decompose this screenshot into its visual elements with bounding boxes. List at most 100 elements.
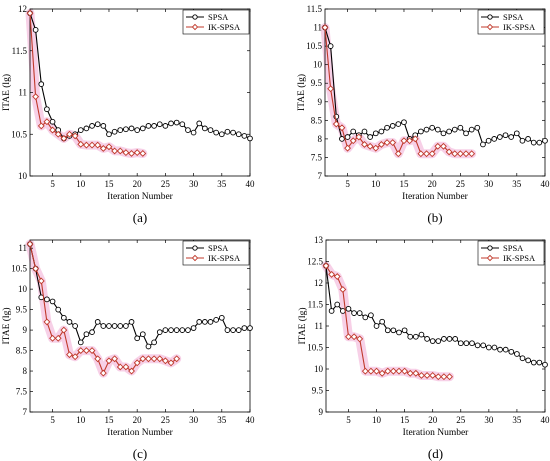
data-point bbox=[88, 141, 96, 149]
data-point bbox=[372, 144, 380, 152]
y-tick-label: 10 bbox=[314, 364, 324, 374]
data-point bbox=[185, 127, 191, 133]
chart-panel-3: 5 10 15 20 25 30 35 40 7 7.5 8 8.5 9 9.5 10 10.5 11 Itera… bbox=[1, 239, 255, 461]
data-point bbox=[502, 132, 509, 139]
data-point bbox=[339, 286, 347, 293]
data-point bbox=[468, 150, 476, 158]
data-point bbox=[54, 130, 62, 138]
data-point bbox=[43, 318, 51, 326]
data-point bbox=[32, 93, 40, 101]
x-tick-label: 20 bbox=[428, 179, 438, 189]
data-point bbox=[530, 359, 537, 366]
panel-label: (a) bbox=[133, 210, 147, 225]
data-point bbox=[173, 119, 180, 126]
data-point bbox=[196, 120, 203, 127]
data-point bbox=[469, 340, 475, 347]
data-point bbox=[441, 336, 447, 342]
data-point bbox=[361, 128, 368, 135]
y-tick-label: 9.5 bbox=[311, 78, 323, 88]
x-tick-label: 20 bbox=[428, 415, 438, 425]
x-tick-label: 20 bbox=[133, 415, 143, 425]
data-point bbox=[179, 121, 186, 128]
data-point bbox=[207, 319, 214, 325]
data-point bbox=[333, 273, 341, 280]
data-point bbox=[151, 123, 157, 129]
data-point bbox=[117, 323, 124, 329]
data-point bbox=[77, 140, 85, 148]
data-point bbox=[322, 262, 330, 270]
data-point bbox=[168, 327, 174, 333]
data-point bbox=[116, 363, 124, 371]
data-point bbox=[361, 141, 368, 148]
data-point bbox=[37, 277, 45, 285]
y-tick-label: 13 bbox=[314, 235, 324, 245]
x-tick-label: 30 bbox=[484, 415, 494, 425]
data-point bbox=[72, 323, 78, 329]
data-point bbox=[179, 327, 186, 333]
legend-box bbox=[477, 9, 545, 35]
legend-marker bbox=[192, 14, 198, 20]
data-point bbox=[440, 130, 447, 137]
data-point bbox=[412, 333, 419, 340]
data-point bbox=[485, 137, 492, 144]
data-point bbox=[502, 346, 509, 353]
data-point bbox=[445, 148, 453, 156]
data-point bbox=[418, 128, 424, 135]
series-ik-spsa bbox=[26, 240, 181, 377]
data-point bbox=[128, 150, 135, 157]
data-point bbox=[43, 118, 51, 126]
data-point bbox=[139, 125, 146, 132]
series-spsa bbox=[323, 262, 548, 368]
data-point bbox=[542, 361, 548, 368]
data-point bbox=[327, 43, 334, 49]
data-point bbox=[428, 150, 436, 158]
data-point bbox=[162, 327, 169, 333]
x-tick-label: 10 bbox=[76, 415, 86, 425]
data-point bbox=[328, 270, 336, 278]
data-point bbox=[116, 147, 124, 155]
x-axis-title: Iteration Number bbox=[402, 192, 469, 202]
x-tick-label: 30 bbox=[189, 415, 199, 425]
data-point bbox=[396, 329, 402, 336]
data-point bbox=[407, 333, 414, 340]
legend-label: IK-SPSA bbox=[208, 22, 241, 32]
data-point bbox=[168, 120, 174, 127]
data-point bbox=[133, 149, 141, 157]
data-point bbox=[480, 342, 487, 349]
data-point bbox=[384, 327, 391, 334]
x-tick-label: 40 bbox=[541, 415, 550, 425]
data-point bbox=[94, 319, 101, 325]
data-point bbox=[207, 127, 214, 133]
data-point bbox=[94, 355, 102, 363]
x-tick-label: 35 bbox=[217, 415, 227, 425]
y-axis-title: ITAE (lg) bbox=[1, 74, 12, 111]
data-point bbox=[390, 327, 397, 334]
y-tick-label: 10.5 bbox=[307, 343, 323, 353]
data-point bbox=[384, 367, 392, 375]
data-point bbox=[150, 355, 158, 363]
data-point bbox=[111, 128, 118, 135]
data-point bbox=[32, 265, 40, 273]
x-tick-label: 35 bbox=[217, 179, 227, 189]
data-point bbox=[406, 137, 414, 145]
data-point bbox=[423, 150, 430, 158]
data-point bbox=[99, 369, 107, 377]
data-point bbox=[26, 9, 34, 17]
data-point bbox=[83, 331, 90, 338]
y-tick-label: 10 bbox=[18, 171, 28, 181]
data-point bbox=[372, 130, 379, 137]
legend-marker bbox=[192, 245, 198, 251]
legend-marker bbox=[487, 14, 493, 20]
chart-panel-4: 5 10 15 20 25 30 35 40 9 9.5 10 10.5 11 11.5 12 12.5 13 I… bbox=[297, 235, 550, 461]
panel-label: (c) bbox=[133, 446, 147, 461]
legend-marker bbox=[191, 23, 199, 31]
y-tick-label: 10.5 bbox=[11, 264, 27, 274]
data-point bbox=[379, 318, 386, 325]
data-point bbox=[161, 357, 169, 365]
data-point bbox=[224, 327, 231, 333]
data-point bbox=[508, 348, 515, 355]
highlight-band bbox=[25, 8, 148, 158]
data-point bbox=[123, 126, 129, 133]
data-point bbox=[491, 344, 498, 351]
